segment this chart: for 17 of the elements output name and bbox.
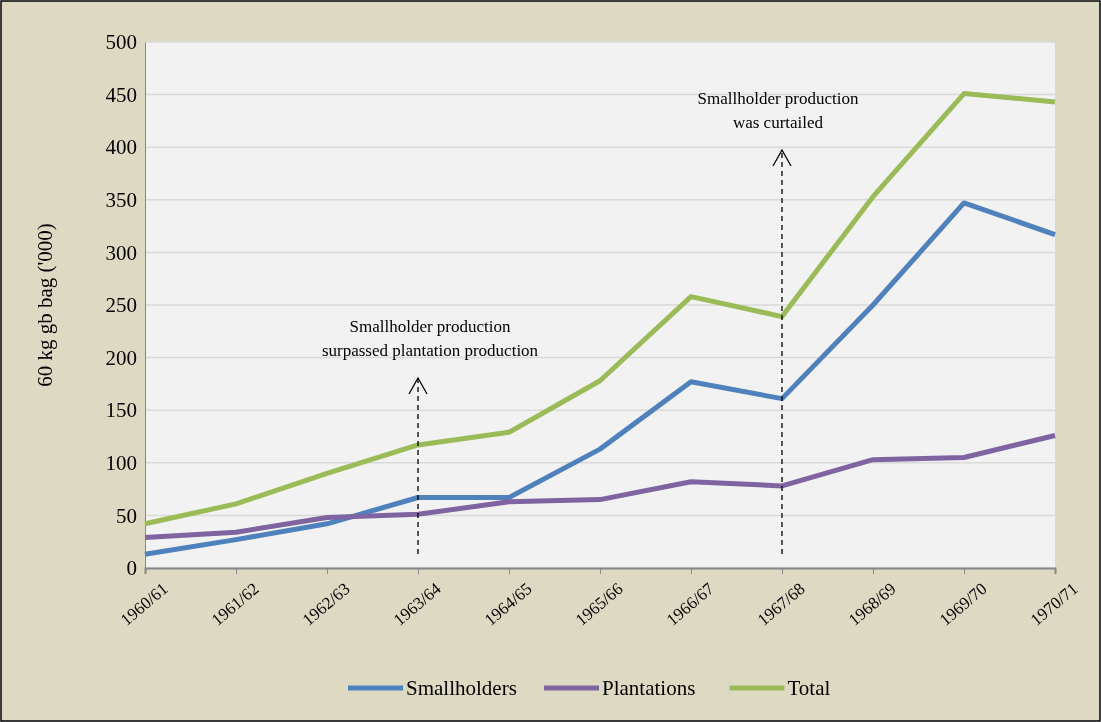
legend-label: Total [787, 676, 831, 700]
y-tick-label: 400 [105, 135, 137, 160]
y-tick-label: 350 [105, 188, 137, 213]
y-tick-label: 200 [105, 345, 137, 370]
y-tick-label: 250 [105, 293, 137, 318]
y-tick-label: 300 [105, 240, 137, 265]
y-axis-title: 60 kg gb bag ('000) [33, 223, 57, 387]
legend-label: Smallholders [406, 676, 517, 700]
annotation: Smallholder production was curtailed [697, 89, 859, 132]
y-tick-label: 150 [105, 398, 137, 423]
y-tick-label: 500 [105, 30, 137, 55]
annotation: Smallholder production surpassed plantation production [321, 317, 539, 360]
legend-label: Plantations [602, 676, 696, 700]
y-tick-label: 450 [105, 82, 137, 107]
y-tick-label: 0 [126, 556, 137, 581]
y-tick-label: 100 [105, 451, 137, 476]
y-tick-label: 50 [116, 503, 137, 528]
